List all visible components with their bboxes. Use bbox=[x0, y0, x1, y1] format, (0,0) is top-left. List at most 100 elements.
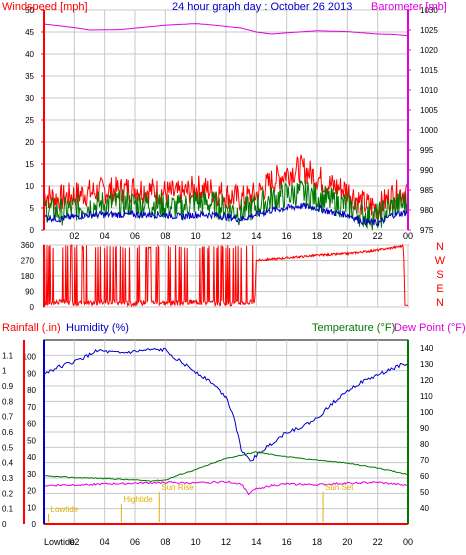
baro-tick-label: 995 bbox=[420, 146, 434, 155]
compass-label: W bbox=[435, 255, 446, 267]
wind-tick-label: 20 bbox=[25, 138, 34, 147]
annotation-label: Lowtide bbox=[51, 505, 79, 514]
humidity-tick-label: 100 bbox=[23, 353, 37, 362]
series-line-temperature bbox=[43, 451, 409, 482]
wind-x-tick-label: 10 bbox=[191, 231, 201, 241]
wind-x-tick-label: 18 bbox=[312, 231, 322, 241]
baro-tick-label: 1005 bbox=[420, 106, 438, 115]
wind-x-tick-label: 04 bbox=[100, 231, 110, 241]
bottom-x-tick-label: 16 bbox=[282, 537, 292, 547]
dir-tick-label: 90 bbox=[25, 288, 34, 297]
wind-x-tick-label: 02 bbox=[69, 231, 79, 241]
rain-tick-label: 0.3 bbox=[2, 474, 14, 483]
annotation-label: Sun Rise bbox=[161, 483, 194, 492]
series-line-wind-speed bbox=[43, 179, 409, 230]
series-line-wind-direction bbox=[43, 243, 408, 308]
rain-tick-label: 0.2 bbox=[2, 489, 14, 498]
bottom-x-tick-label: 06 bbox=[130, 537, 140, 547]
compass-label: S bbox=[436, 269, 443, 281]
humidity-tick-label: 10 bbox=[27, 503, 36, 512]
compass-label: E bbox=[436, 283, 443, 295]
temp-tick-label: 140 bbox=[420, 344, 434, 353]
dewpoint-axis-title: Dew Point (°F) bbox=[394, 322, 466, 334]
wind-tick-label: 40 bbox=[25, 50, 34, 59]
bottom-x-tick-label: 22 bbox=[373, 537, 383, 547]
rain-tick-label: 0.7 bbox=[2, 413, 14, 422]
bottom-x-tick-label: 04 bbox=[100, 537, 110, 547]
temp-tick-label: 100 bbox=[420, 408, 434, 417]
wind-x-tick-label: 14 bbox=[251, 231, 261, 241]
wind-tick-label: 5 bbox=[30, 204, 35, 213]
dir-tick-label: 0 bbox=[30, 303, 35, 312]
barometer-axis-title: Barometer [mb] bbox=[371, 1, 447, 13]
humidity-tick-label: 20 bbox=[27, 487, 36, 496]
baro-tick-label: 975 bbox=[420, 226, 434, 235]
baro-tick-label: 1010 bbox=[420, 86, 438, 95]
rain-tick-label: 0.1 bbox=[2, 505, 14, 514]
wind-x-tick-label: 00 bbox=[403, 231, 413, 241]
temp-tick-label: 110 bbox=[420, 392, 433, 401]
humidity-tick-label: 50 bbox=[27, 436, 36, 445]
baro-tick-label: 1020 bbox=[420, 46, 438, 55]
temp-tick-label: 50 bbox=[420, 488, 429, 497]
wind-tick-label: 10 bbox=[25, 182, 34, 191]
rain-tick-label: 1 bbox=[2, 367, 7, 376]
baro-tick-label: 985 bbox=[420, 186, 434, 195]
bottom-x-tick-label: 20 bbox=[342, 537, 352, 547]
temp-tick-label: 80 bbox=[420, 440, 429, 449]
rain-tick-label: 0 bbox=[2, 520, 7, 529]
bottom-x-tick-label: 10 bbox=[191, 537, 201, 547]
temp-tick-label: 120 bbox=[420, 376, 434, 385]
rainfall-axis-title: Rainfall (.in) bbox=[2, 322, 61, 334]
humidity-tick-label: 70 bbox=[27, 403, 36, 412]
rain-tick-label: 0.5 bbox=[2, 443, 14, 452]
baro-tick-label: 1015 bbox=[420, 66, 438, 75]
wind-x-tick-label: 20 bbox=[342, 231, 352, 241]
humidity-tick-label: 0 bbox=[32, 520, 37, 529]
series-line-barometer bbox=[43, 23, 409, 37]
wind-tick-label: 50 bbox=[25, 6, 34, 15]
baro-tick-label: 1000 bbox=[420, 126, 438, 135]
humidity-tick-label: 90 bbox=[27, 369, 36, 378]
annotation-label: Hightide bbox=[123, 495, 153, 504]
baro-tick-label: 980 bbox=[420, 206, 434, 215]
windspeed-axis-title: Windspeed [mph] bbox=[2, 1, 88, 13]
temp-tick-label: 130 bbox=[420, 360, 434, 369]
series-line-wind-average bbox=[43, 202, 409, 227]
wind-tick-label: 25 bbox=[25, 116, 34, 125]
rain-tick-label: 0.8 bbox=[2, 397, 14, 406]
chart-title: 24 hour graph day : October 26 2013 bbox=[172, 1, 352, 13]
baro-tick-label: 1030 bbox=[420, 6, 438, 15]
compass-label: N bbox=[436, 297, 444, 309]
temp-tick-label: 70 bbox=[420, 456, 429, 465]
wind-tick-label: 15 bbox=[25, 160, 34, 169]
dir-tick-label: 180 bbox=[21, 272, 35, 281]
rain-tick-label: 1.1 bbox=[2, 351, 14, 360]
bottom-x-tick-label: 08 bbox=[160, 537, 170, 547]
bottom-lowtide-label: Lowtide bbox=[44, 537, 75, 547]
wind-x-tick-label: 22 bbox=[373, 231, 383, 241]
baro-tick-label: 1025 bbox=[420, 26, 438, 35]
rain-tick-label: 0.9 bbox=[2, 382, 14, 391]
humidity-tick-label: 60 bbox=[27, 420, 36, 429]
bottom-x-tick-label: 18 bbox=[312, 537, 322, 547]
series-line-dew-point bbox=[43, 480, 409, 496]
wind-tick-label: 45 bbox=[25, 28, 34, 37]
wind-x-tick-label: 06 bbox=[130, 231, 140, 241]
rain-tick-label: 0.6 bbox=[2, 428, 14, 437]
temp-tick-label: 90 bbox=[420, 424, 429, 433]
humidity-tick-label: 80 bbox=[27, 386, 36, 395]
wind-x-tick-label: 12 bbox=[221, 231, 231, 241]
humidity-tick-label: 40 bbox=[27, 453, 36, 462]
wind-x-tick-label: 16 bbox=[282, 231, 292, 241]
wind-x-tick-label: 08 bbox=[160, 231, 170, 241]
temp-tick-label: 60 bbox=[420, 472, 429, 481]
compass-label: N bbox=[436, 241, 444, 253]
wind-tick-label: 0 bbox=[30, 226, 35, 235]
bottom-x-tick-label: 12 bbox=[221, 537, 231, 547]
temp-tick-label: 40 bbox=[420, 504, 429, 513]
dir-tick-label: 270 bbox=[21, 257, 35, 266]
wind-tick-label: 35 bbox=[25, 72, 34, 81]
